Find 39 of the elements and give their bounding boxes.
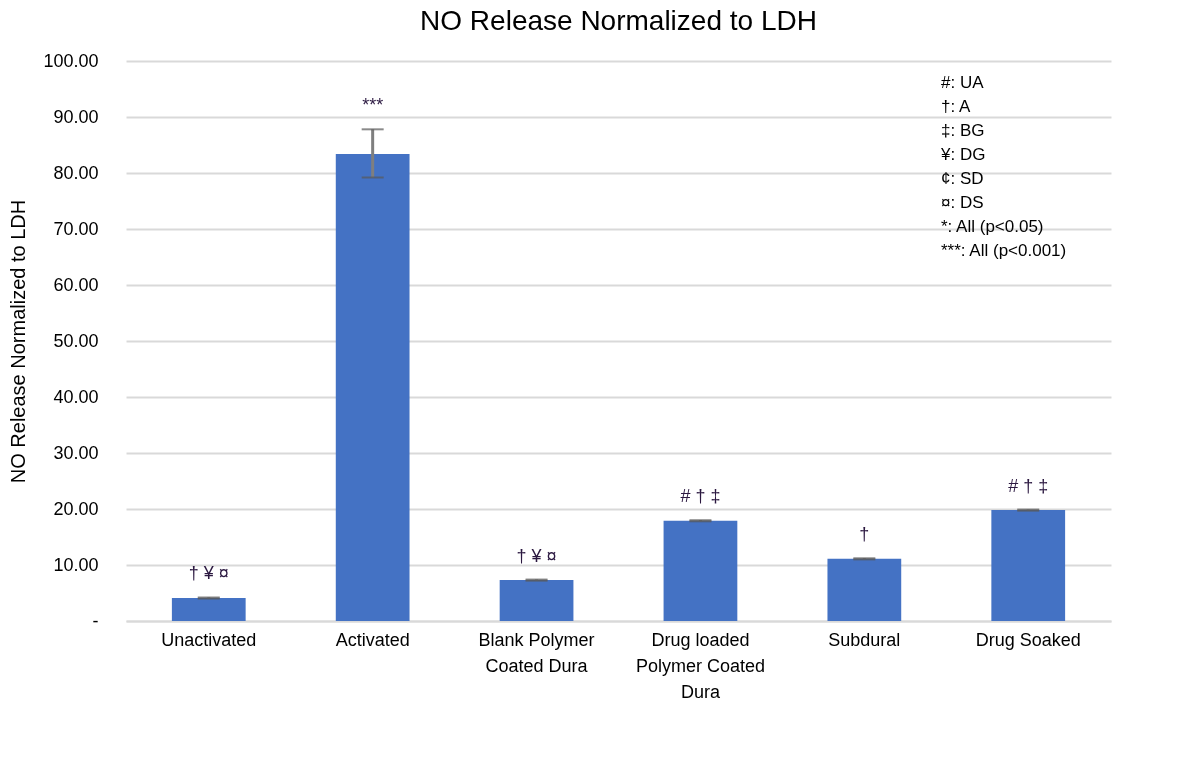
x-tick-label: Unactivated [161,629,257,650]
bar [499,580,574,621]
y-tick-label: 10.00 [53,554,99,575]
y-tick-label: 20.00 [53,498,99,519]
y-tick-label: 40.00 [53,386,99,407]
y-tick-label: 80.00 [53,162,99,183]
bar [991,510,1066,621]
annotation: † [859,524,870,545]
annotation: ¢: SD [941,169,984,188]
annotation: *: All (p<0.05) [941,217,1044,236]
y-tick-label: 70.00 [53,218,99,239]
y-tick-label: 60.00 [53,274,99,295]
y-tick-label: - [92,610,99,631]
bar [335,153,410,621]
annotation: *** [362,95,384,116]
annotation: † ¥ ¤ [516,545,557,566]
annotation: †: A [941,97,971,116]
x-tick-label: Blank Polymer Coated Dura [478,629,595,676]
annotation: #: UA [941,73,985,92]
y-tick-label: 30.00 [53,442,99,463]
bar [663,520,738,621]
x-tick-label: Subdural [828,629,901,650]
x-tick-label: Drug Soaked [975,629,1081,650]
annotation: # † ‡ [680,486,721,507]
y-tick-label: 90.00 [53,106,99,127]
annotation: ***: All (p<0.001) [941,241,1067,260]
annotation: ¥: DG [940,145,986,164]
annotation: ‡: BG [941,121,985,140]
annotation: † ¥ ¤ [188,563,229,584]
chart-title: NO Release Normalized to LDH [420,5,817,36]
x-tick-label: Drug loaded Polymer Coated Dura [635,629,765,702]
annotation: ¤: DS [941,193,984,212]
y-axis-title: NO Release Normalized to LDH [7,199,30,484]
y-tick-label: 50.00 [53,330,99,351]
bar [827,558,902,621]
y-tick-label: 100.00 [43,50,99,71]
bar [171,598,246,621]
annotation: # † ‡ [1008,475,1049,496]
x-tick-label: Activated [335,629,410,650]
